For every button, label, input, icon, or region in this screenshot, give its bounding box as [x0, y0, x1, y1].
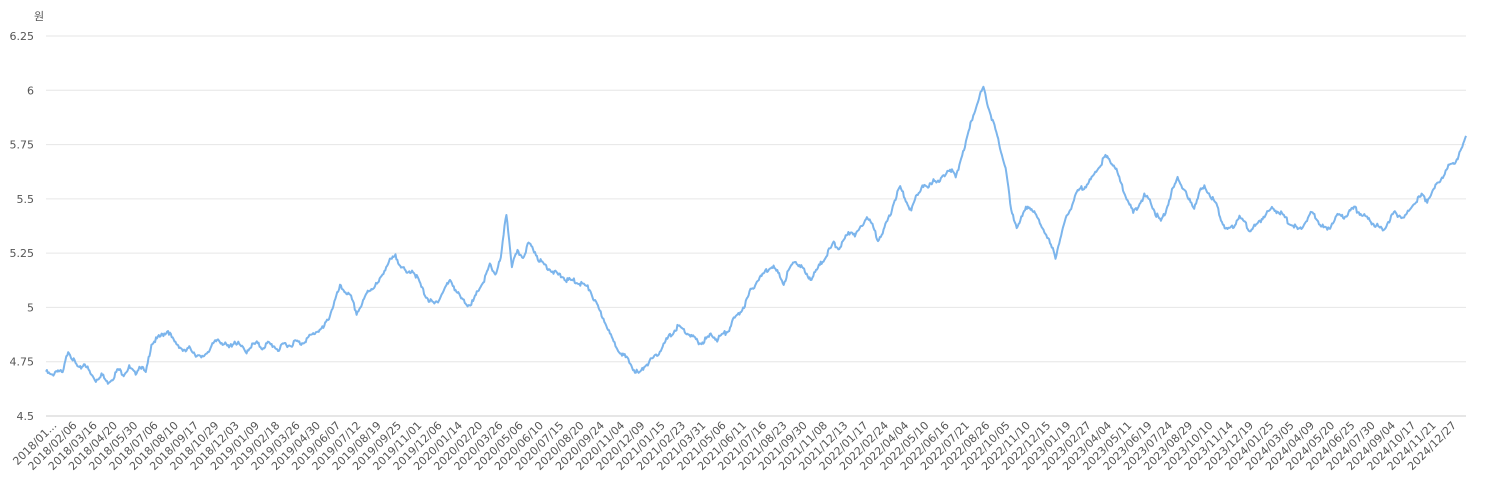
y-tick-label: 5.25	[10, 247, 35, 260]
x-axis-ticks: 2018/01...2018/02/062018/03/162018/04/20…	[10, 419, 1459, 473]
y-tick-label: 5.75	[10, 139, 35, 152]
y-tick-label: 5.5	[17, 193, 35, 206]
y-tick-label: 4.5	[17, 410, 35, 423]
y-tick-label: 6	[27, 84, 34, 97]
y-tick-label: 6.25	[10, 30, 35, 43]
y-axis-ticks: 4.5 4.75 5 5.25 5.5 5.75 6 6.25	[10, 30, 35, 423]
y-tick-label: 4.75	[10, 356, 35, 369]
y-axis-unit-label: 원	[34, 10, 44, 23]
series-layer	[45, 85, 1467, 385]
grid-lines	[46, 35, 1466, 417]
y-tick-label: 5	[27, 301, 34, 314]
series-line	[45, 85, 1467, 385]
